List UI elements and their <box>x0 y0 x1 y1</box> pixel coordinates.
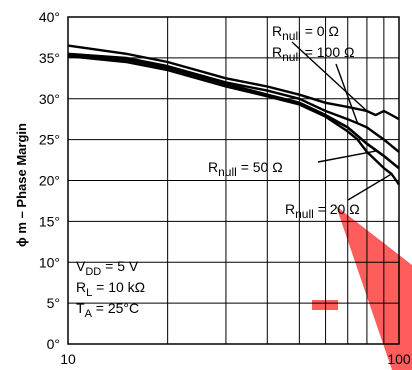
watermark-logo <box>312 206 412 370</box>
series-label-value: = 20 Ω <box>314 201 360 217</box>
series-label: Rnull = 20 Ω <box>285 201 360 221</box>
series-label-value: = 0 Ω <box>301 23 339 39</box>
series-label-value: = 50 Ω <box>237 159 283 175</box>
series-line <box>67 52 400 153</box>
condition-main: V <box>76 258 86 274</box>
condition-line: TA = 25°C <box>76 300 139 320</box>
series-label-subscript: null <box>295 207 314 221</box>
y-tick-label: 20° <box>39 173 60 189</box>
x-tick-label: 10 <box>60 351 76 367</box>
y-tick-label: 25° <box>39 132 60 148</box>
condition-subscript: DD <box>85 266 101 278</box>
leader-line <box>291 41 368 112</box>
chart-grid <box>68 16 399 345</box>
y-tick-label: 15° <box>39 213 60 229</box>
series-line <box>67 55 400 186</box>
series-label-main: R <box>272 44 282 60</box>
y-axis-ticks: 0° 5° 10° 15° 20° 25° 30° 35° 40° <box>39 9 60 352</box>
x-axis-ticks: 10 100 <box>60 351 411 367</box>
series-label: Rnull = 50 Ω <box>208 159 283 179</box>
series-label: Rnull = 0 Ω <box>272 23 339 43</box>
series-lines <box>67 44 400 186</box>
series-label-subscript: null <box>282 29 301 43</box>
condition-main: T <box>76 300 85 316</box>
y-axis-label: ϕ m – Phase Margin <box>14 123 29 247</box>
leader-line <box>347 173 392 201</box>
condition-line: VDD = 5 V <box>76 258 139 278</box>
y-tick-label: 35° <box>39 50 60 66</box>
y-tick-label: 0° <box>47 336 60 352</box>
plot-frame <box>67 16 400 345</box>
series-line <box>67 44 400 121</box>
series-label-subscript: null <box>282 50 301 64</box>
condition-subscript: L <box>86 287 92 299</box>
series-label-main: R <box>272 23 282 39</box>
annotation-leader-lines <box>291 41 392 201</box>
condition-value: = 10 kΩ <box>92 279 145 295</box>
series-label-main: R <box>285 201 295 217</box>
condition-value: = 5 V <box>101 258 139 274</box>
y-tick-label: 5° <box>47 295 60 311</box>
condition-value: = 25°C <box>92 300 139 316</box>
condition-subscript: A <box>85 308 93 320</box>
series-label-main: R <box>208 159 218 175</box>
y-tick-label: 40° <box>39 9 60 25</box>
y-tick-label: 30° <box>39 91 60 107</box>
series-label-value: = 100 Ω <box>301 44 355 60</box>
condition-line: RL = 10 kΩ <box>76 279 145 299</box>
y-tick-label: 10° <box>39 254 60 270</box>
series-line <box>67 54 400 170</box>
series-label-subscript: null <box>218 165 237 179</box>
condition-main: R <box>76 279 86 295</box>
leader-line <box>335 63 359 124</box>
leader-line <box>317 150 376 163</box>
x-tick-label: 100 <box>387 351 411 367</box>
series-label: Rnull = 100 Ω <box>272 44 354 64</box>
